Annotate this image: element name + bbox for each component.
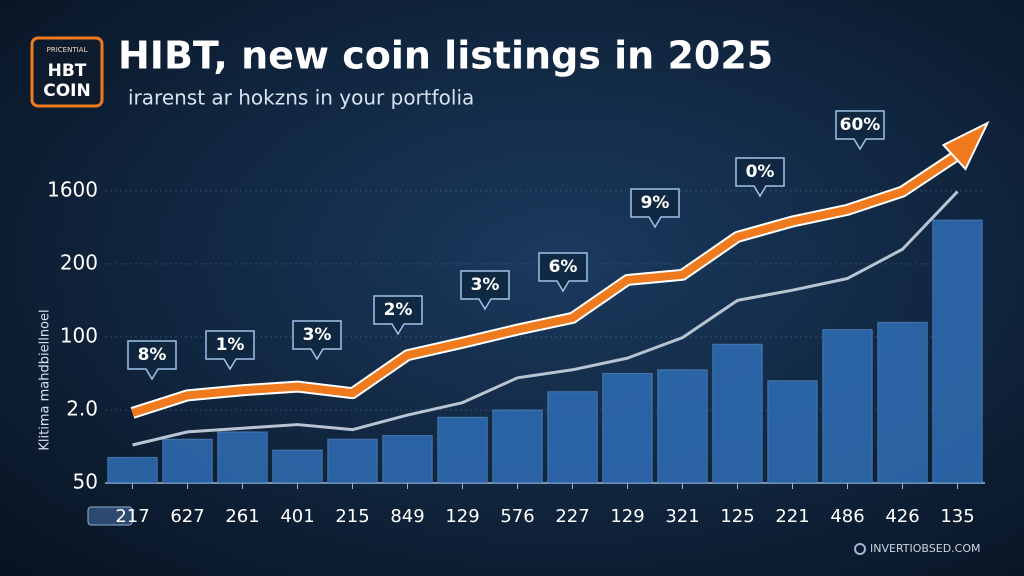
bar [492, 409, 543, 484]
annotation: 3% [471, 275, 500, 295]
bar [877, 321, 928, 484]
bar [107, 456, 158, 484]
annotation-box [630, 188, 680, 229]
annotation: 0% [746, 162, 775, 182]
x-axis-badge [87, 506, 133, 526]
x-tick-label: 217 [115, 506, 149, 527]
y-tick-label: 2.0 [66, 396, 98, 420]
x-tick-label: 221 [775, 506, 809, 527]
annotation: 2% [384, 300, 413, 320]
x-tick-label: 125 [720, 506, 754, 527]
annotation: 6% [549, 257, 578, 277]
footer: INVERTIOBSED.COM [870, 542, 981, 555]
x-tick-label: 401 [280, 506, 314, 527]
annotation: 1% [216, 335, 245, 355]
x-tick-label: 227 [555, 506, 589, 527]
bar [822, 329, 873, 484]
x-tick-label: 129 [445, 506, 479, 527]
y-tick-label: 1600 [47, 177, 98, 201]
footer-icon [854, 543, 866, 555]
x-tick-label: 129 [610, 506, 644, 527]
line [131, 151, 960, 417]
x-tick-label: 849 [390, 506, 424, 527]
annotation-box [205, 330, 255, 371]
x-tick-label: 486 [830, 506, 864, 527]
arrow-head [941, 120, 990, 171]
annotation-box [835, 110, 885, 151]
logo-line: COIN [43, 81, 90, 101]
line [132, 190, 959, 447]
annotation-box [127, 340, 177, 381]
annotation-box [538, 252, 588, 293]
y-tick-label: 50 [73, 470, 98, 494]
bar [327, 438, 378, 484]
x-tick-label: 261 [225, 506, 259, 527]
bar [767, 380, 818, 484]
logo-box [30, 36, 104, 108]
x-tick-label: 135 [940, 506, 974, 527]
x-tick-label: 321 [665, 506, 699, 527]
y-axis-label: Klitima mahdbiellnoel [38, 309, 53, 450]
logo-line: HBT [48, 61, 87, 81]
bar [602, 372, 653, 484]
logo-caption: PRICENTIAL [47, 46, 88, 54]
x-tick-label: 627 [170, 506, 204, 527]
annotation: 60% [840, 115, 881, 135]
y-tick-label: 100 [60, 323, 98, 347]
annotation: 9% [641, 193, 670, 213]
y-tick-label: 200 [60, 250, 98, 274]
bar [162, 438, 213, 484]
annotation-box [460, 270, 510, 311]
annotation-box [735, 157, 785, 198]
chart-subtitle: irarenst ar hokzns in your portfolia [128, 86, 474, 110]
annotation-box [292, 320, 342, 361]
bar [712, 343, 763, 484]
x-tick-label: 215 [335, 506, 369, 527]
bar [547, 391, 598, 484]
bar [437, 416, 488, 484]
annotation: 3% [303, 325, 332, 345]
annotation: 8% [138, 345, 167, 365]
bar [932, 219, 983, 484]
annotation-box [373, 295, 423, 336]
bar [217, 431, 268, 484]
x-tick-label: 426 [885, 506, 919, 527]
x-tick-label: 576 [500, 506, 534, 527]
bar [657, 369, 708, 484]
chart-title: HIBT, new coin listings in 2025 [118, 34, 773, 78]
bar [382, 435, 433, 484]
bar [272, 449, 323, 484]
